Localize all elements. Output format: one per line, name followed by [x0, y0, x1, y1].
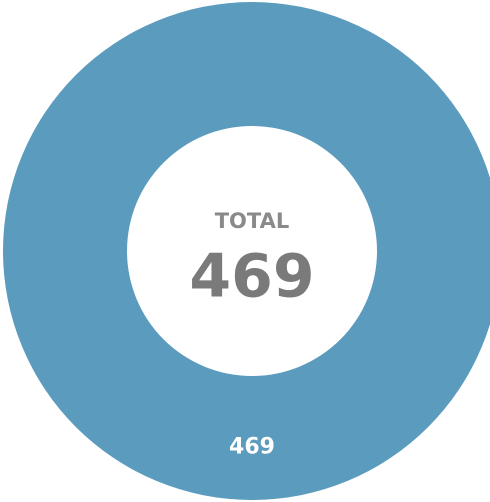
data-label: 469: [229, 435, 275, 460]
donut-segment: [3, 2, 490, 500]
center-label: TOTAL: [215, 209, 290, 233]
center-total: 469: [189, 242, 314, 312]
